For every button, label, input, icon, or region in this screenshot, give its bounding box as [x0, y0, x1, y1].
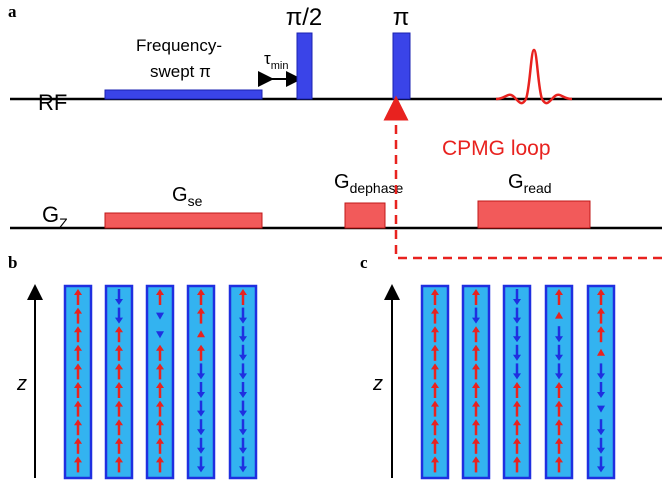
- figure: a b c RF Frequency- swept π τmin π/2 π G…: [0, 0, 662, 490]
- g-sub: se: [188, 193, 203, 209]
- g-read-label: Gread: [508, 171, 552, 196]
- gz-sub: Z: [59, 215, 68, 231]
- g-symbol: G: [508, 171, 524, 193]
- g-dephase-label: Gdephase: [334, 171, 403, 196]
- panel-label: b: [8, 253, 17, 272]
- pi-half-label: π/2: [286, 4, 323, 31]
- swept-label: Frequency-: [136, 36, 222, 55]
- g-symbol: G: [334, 171, 350, 193]
- g-se-label: Gse: [172, 184, 203, 209]
- z-label: z: [16, 373, 27, 395]
- echo-signal: [496, 50, 572, 103]
- tau-label: τmin: [264, 49, 288, 72]
- gz-label: GZ: [42, 202, 68, 231]
- g-read-lobe: [478, 201, 590, 228]
- pi-half-pulse: [297, 33, 312, 99]
- swept-label: swept π: [150, 62, 211, 81]
- g-dephase-lobe: [345, 203, 385, 228]
- g-symbol: G: [172, 184, 188, 206]
- swept-pulse: [105, 90, 262, 99]
- z-label: z: [372, 373, 383, 395]
- tau-sub: min: [271, 60, 289, 72]
- g-sub: read: [524, 180, 552, 196]
- gz-symbol: G: [42, 202, 59, 227]
- panel-label: c: [360, 253, 368, 272]
- cpmg-label: CPMG loop: [442, 137, 551, 160]
- panel-label: a: [8, 2, 17, 21]
- pi-label: π: [393, 4, 410, 31]
- pi-pulse: [393, 33, 410, 99]
- g-se-lobe: [105, 213, 262, 228]
- rf-label: RF: [38, 90, 67, 115]
- spin-columns: [65, 286, 614, 478]
